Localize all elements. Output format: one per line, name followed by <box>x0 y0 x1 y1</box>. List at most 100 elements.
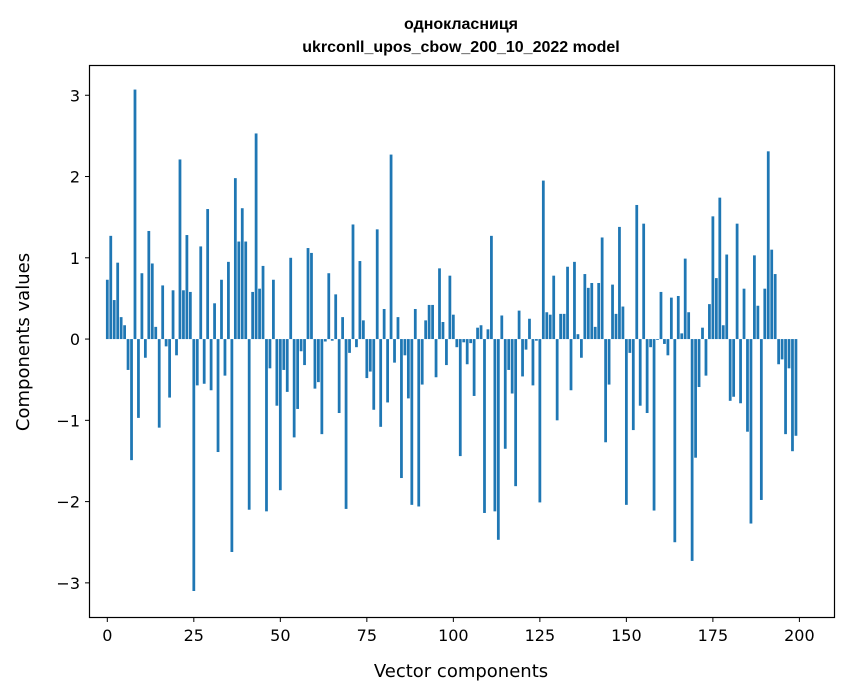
bar <box>237 241 241 340</box>
chart-title-line1: однокласниця <box>404 16 518 33</box>
bar <box>531 339 535 386</box>
bar <box>711 216 715 340</box>
bar <box>669 297 673 340</box>
bar <box>317 339 320 383</box>
bar <box>292 339 296 438</box>
bar <box>112 300 116 340</box>
bar <box>642 223 646 340</box>
bar <box>116 262 120 340</box>
bar <box>548 314 552 340</box>
bar <box>514 339 518 487</box>
bar <box>413 308 417 340</box>
bar <box>614 313 618 340</box>
bar <box>618 226 621 340</box>
bar <box>213 303 216 340</box>
bar <box>157 339 161 428</box>
bar <box>493 339 497 512</box>
bar <box>424 320 428 340</box>
bar <box>631 339 635 431</box>
bar <box>510 339 514 394</box>
bar <box>375 229 379 340</box>
y-tick-label: −2 <box>56 493 80 512</box>
bar <box>732 339 736 397</box>
bar <box>479 325 483 340</box>
x-tick-label: 75 <box>357 626 377 645</box>
bar <box>541 180 545 340</box>
bar <box>358 261 362 340</box>
bar <box>680 333 684 340</box>
x-tick-label: 100 <box>438 626 469 645</box>
bar <box>216 339 220 453</box>
bar <box>150 263 154 340</box>
bar <box>708 304 711 340</box>
bar <box>434 339 438 378</box>
bar <box>728 339 732 401</box>
bar <box>313 339 317 389</box>
bar <box>687 312 691 340</box>
bar <box>427 304 431 340</box>
bar <box>137 339 140 418</box>
bar <box>285 339 289 392</box>
bar <box>299 339 303 352</box>
bar <box>233 178 237 340</box>
bar <box>268 339 272 369</box>
bar <box>227 261 230 340</box>
bar <box>652 339 656 511</box>
bar <box>199 246 203 340</box>
bar <box>759 339 763 500</box>
bar <box>344 339 348 509</box>
bar <box>690 339 694 561</box>
x-tick-label: 0 <box>102 626 112 645</box>
bar <box>490 235 493 340</box>
bar <box>109 235 113 340</box>
bar <box>704 339 708 376</box>
bar <box>763 288 767 340</box>
bar <box>753 255 756 340</box>
x-tick-label: 150 <box>611 626 642 645</box>
bar <box>794 339 798 436</box>
bar <box>389 154 393 340</box>
bar <box>188 291 192 340</box>
bar <box>247 339 251 510</box>
bar <box>725 254 729 340</box>
bar <box>649 339 652 348</box>
bar <box>739 339 742 404</box>
bar <box>168 339 171 398</box>
bar <box>742 288 746 340</box>
bar <box>721 325 725 340</box>
bar <box>697 339 701 388</box>
bar <box>791 339 794 452</box>
bar <box>559 313 563 340</box>
bar <box>133 89 137 340</box>
bar <box>773 274 777 340</box>
bar <box>784 339 787 435</box>
bar <box>569 339 573 391</box>
bar <box>521 339 524 377</box>
bar <box>586 287 590 340</box>
bar <box>330 339 334 341</box>
bar <box>192 339 196 591</box>
bar <box>348 339 351 353</box>
bar <box>604 339 607 443</box>
bar <box>206 209 210 340</box>
bar <box>552 275 556 340</box>
bar <box>500 315 504 340</box>
bar <box>600 237 604 340</box>
bar <box>202 339 206 384</box>
y-tick-label: 3 <box>70 86 80 105</box>
bar <box>220 279 223 340</box>
bar <box>417 339 421 507</box>
bar <box>583 274 587 340</box>
bar <box>486 329 490 340</box>
bar <box>555 339 559 421</box>
bar <box>656 339 659 340</box>
bar <box>240 208 244 340</box>
bar <box>244 241 248 340</box>
bar <box>185 235 189 340</box>
bar <box>171 290 175 340</box>
bar <box>438 268 441 340</box>
bar <box>261 265 265 340</box>
bar <box>535 339 538 341</box>
bar <box>396 317 400 340</box>
